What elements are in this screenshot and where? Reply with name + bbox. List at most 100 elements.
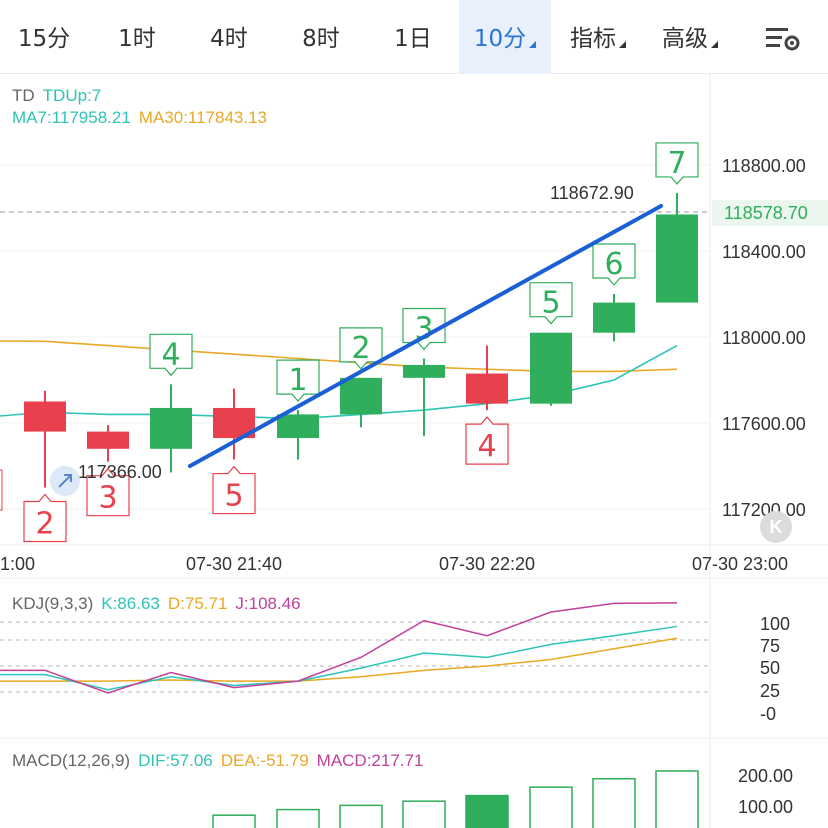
td-marker-box [465, 416, 509, 465]
tab-4[interactable]: 1日 [371, 0, 455, 74]
drawn-trend-line [188, 204, 663, 468]
tab-label: 指标 [570, 26, 616, 52]
tab-label: 10分 [473, 26, 527, 52]
price-chart[interactable]: 118800.00118400.00118000.00117600.001172… [0, 74, 828, 828]
tab-3[interactable]: 8时 [279, 0, 363, 74]
current-price-badge [712, 200, 828, 226]
candle-body [150, 407, 192, 449]
td-count-marker: 4 [465, 416, 509, 465]
macd-histogram-bar [212, 814, 256, 828]
kdj-k-line [0, 625, 678, 691]
macd-histogram-bar [655, 770, 699, 828]
low-price-label: 117366.00 [78, 462, 162, 482]
macd-title: MACD(12,26,9) [12, 751, 131, 770]
td-count-marker: 5 [212, 465, 256, 515]
candle-body [656, 214, 698, 303]
td-count-marker: 4 [149, 333, 193, 377]
td-marker-box [529, 282, 573, 325]
candle-body [593, 302, 635, 333]
kdj-tick-label: 100 [760, 614, 790, 634]
current-price-label: 118578.70 [724, 203, 808, 223]
td-legend: TD TDUp:7 [12, 86, 109, 106]
td-marker-box [23, 493, 67, 543]
td-count-text: 3 [98, 481, 117, 516]
macd-histogram-bar [465, 794, 509, 828]
dropdown-triangle-icon [529, 41, 537, 48]
dropdown-triangle-icon [711, 41, 718, 48]
td-count-text: 4 [477, 429, 496, 464]
ma30-line [0, 340, 678, 373]
macd-histogram-bar [402, 800, 446, 828]
price-tick-label: 118000.00 [722, 328, 806, 348]
time-axis-label: 07-30 23:00 [692, 554, 788, 574]
candle-body [340, 377, 382, 415]
macd-tick-label: 200.00 [738, 766, 793, 786]
td-indicator-name: TD [12, 86, 35, 105]
td-count-text: 5 [224, 479, 243, 514]
tab-0[interactable]: 15分 [2, 0, 86, 74]
settings-sliders-icon[interactable] [764, 24, 800, 52]
td-count-text: 4 [161, 337, 180, 372]
kdj-legend: KDJ(9,3,3) K:86.63 D:75.71 J:108.46 [12, 594, 309, 614]
kdj-tick-label: 25 [760, 681, 780, 701]
partial-td-marker [0, 469, 3, 511]
macd-histogram-bar [339, 804, 383, 828]
price-tick-label: 118400.00 [722, 242, 806, 262]
tab-7[interactable]: 高级 [648, 0, 732, 74]
tab-2[interactable]: 4时 [187, 0, 271, 74]
kdj-d-line [0, 637, 678, 682]
kdj-d-label: D:75.71 [167, 594, 228, 613]
price-tick-label: 118800.00 [722, 156, 806, 176]
high-price-label: 118672.90 [550, 183, 634, 203]
candle-body [403, 364, 445, 378]
time-axis-label: 1:00 [0, 554, 35, 574]
collapse-chevron-icon[interactable]: K [760, 511, 792, 543]
td-marker-box [149, 333, 193, 377]
macd-legend: MACD(12,26,9) DIF:57.06 DEA:-51.79 MACD:217… [12, 751, 431, 771]
td-count-marker: 2 [339, 327, 383, 370]
candle-body [87, 431, 129, 449]
macd-dif-label: DIF:57.06 [138, 751, 213, 770]
td-marker-box [402, 307, 446, 351]
candle-body [24, 401, 66, 432]
candle-body [530, 332, 572, 404]
macd-dea-label: DEA:-51.79 [220, 751, 309, 770]
td-count-text: 6 [604, 247, 623, 282]
time-axis-label: 07-30 22:20 [439, 554, 535, 574]
tab-label: 1时 [118, 26, 156, 52]
macd-tick-label: 100.00 [738, 797, 793, 817]
macd-histogram-bar [592, 778, 636, 828]
kdj-j-label: J:108.46 [235, 594, 301, 613]
time-axis-label: 07-30 21:40 [186, 554, 282, 574]
td-up-label: TDUp:7 [42, 86, 102, 105]
expand-icon[interactable] [50, 466, 80, 496]
td-count-marker: 1 [276, 359, 320, 403]
candle-body [277, 414, 319, 439]
candle-body [466, 373, 508, 404]
tab-label: 15分 [17, 26, 71, 52]
tab-1[interactable]: 1时 [95, 0, 179, 74]
td-count-marker: 5 [529, 282, 573, 325]
macd-value-label: MACD:217.71 [316, 751, 424, 770]
td-count-marker: 7 [655, 142, 699, 185]
ma30-label: MA30:117843.13 [138, 108, 268, 127]
tab-6[interactable]: 指标 [556, 0, 640, 74]
tab-5[interactable]: 10分 [459, 0, 551, 74]
td-marker-box [276, 359, 320, 403]
td-count-text: 2 [35, 507, 54, 542]
macd-histogram-bar [276, 808, 320, 828]
tab-label: 4时 [210, 26, 248, 52]
kdj-title: KDJ(9,3,3) [12, 594, 94, 613]
kdj-tick-label: -0 [760, 704, 776, 724]
tab-label: 1日 [394, 26, 432, 52]
ma7-label: MA7:117958.21 [12, 108, 131, 127]
timeframe-toolbar: 15分 1时 4时 8时 1日 10分 指标 高级 [0, 0, 828, 74]
td-count-marker: 3 [86, 467, 130, 517]
td-count-marker: 6 [592, 243, 636, 286]
td-marker-box [655, 142, 699, 185]
td-marker-box [86, 467, 130, 517]
td-marker-box [339, 327, 383, 370]
td-marker-box [592, 243, 636, 286]
dropdown-triangle-icon [619, 41, 626, 48]
price-tick-label: 117600.00 [722, 414, 806, 434]
